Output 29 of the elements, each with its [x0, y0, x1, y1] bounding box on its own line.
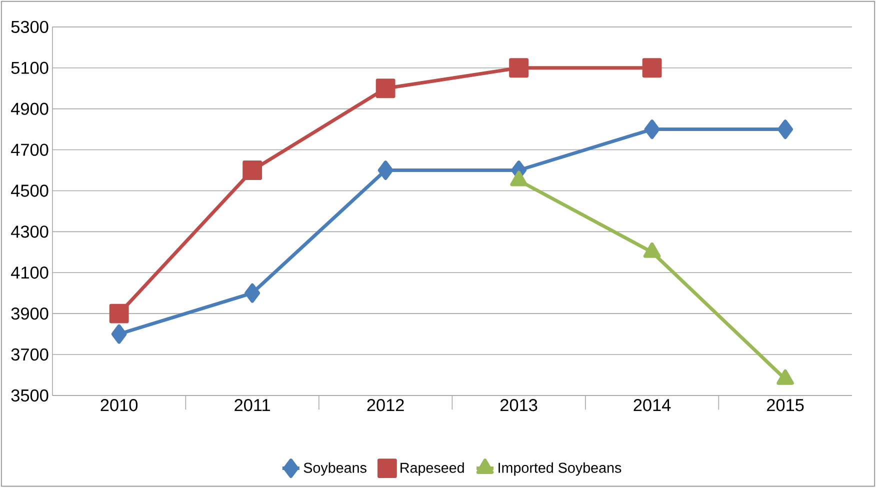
point — [642, 58, 662, 78]
y-tick-label: 3700 — [11, 348, 48, 361]
y-tick-label: 4500 — [11, 184, 48, 198]
legend-label: Imported Soybeans — [498, 462, 622, 476]
y-tick-label: 4100 — [11, 266, 48, 279]
point — [109, 304, 129, 324]
point — [778, 120, 793, 140]
point — [644, 120, 660, 140]
y-tick-label: 5100 — [11, 62, 48, 74]
y-tick-label: 3500 — [11, 390, 48, 402]
x-tick-label: 2013 — [500, 399, 538, 412]
x-tick-label: 2012 — [367, 399, 404, 412]
point — [242, 160, 262, 180]
x-tick-label: 2011 — [234, 399, 270, 412]
y-tick-label: 5300 — [11, 21, 48, 34]
y-tick-label: 4700 — [11, 144, 48, 156]
y-tick-label: 3900 — [11, 308, 48, 320]
legend-label: Rapeseed — [400, 462, 464, 476]
point — [111, 324, 127, 344]
legend-label: Soybeans — [304, 462, 366, 476]
point — [244, 284, 260, 304]
y-tick-label: 4900 — [11, 102, 48, 116]
y-tick-label: 4300 — [11, 226, 48, 238]
x-tick-label: 2010 — [100, 399, 138, 412]
x-tick-label: 2014 — [634, 399, 671, 412]
point — [509, 58, 529, 78]
point — [378, 160, 394, 180]
point — [376, 78, 396, 98]
x-tick-label: 2015 — [766, 399, 804, 412]
